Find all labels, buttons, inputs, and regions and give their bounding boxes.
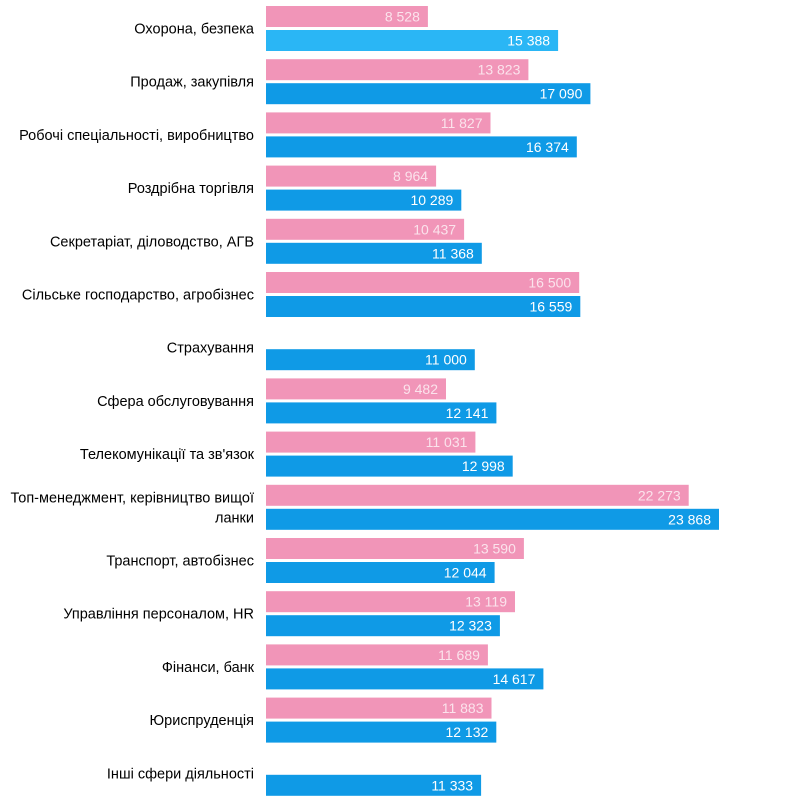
category-label: Робочі спеціальності, виробництво [19, 128, 254, 144]
category-label: Інші сфери діяльності [107, 766, 254, 782]
bar-series1 [266, 378, 446, 400]
bar-series1 [266, 218, 465, 240]
bar-series1 [266, 272, 580, 293]
bar-series1 [266, 644, 488, 666]
data-label-series1: 16 500 [528, 275, 571, 291]
bar-series2 [266, 562, 495, 583]
data-label-series1: 11 689 [438, 647, 480, 663]
data-label-series2: 17 090 [540, 86, 583, 102]
data-label-series2: 15 388 [507, 33, 550, 49]
category-label: Сільське господарство, агробізнес [22, 288, 254, 304]
bar-series2 [266, 721, 497, 743]
category-label: Роздрібна торгівля [128, 181, 254, 197]
bar-series1 [266, 484, 689, 506]
data-label-series2: 11 333 [431, 777, 473, 793]
bar-series1 [266, 112, 491, 134]
data-label-series2: 12 044 [444, 565, 487, 581]
bar-series1 [266, 538, 524, 559]
bar-series2 [266, 242, 482, 264]
data-label-series2: 11 368 [432, 245, 474, 261]
data-label-series2: 12 132 [445, 724, 488, 740]
bar-series2 [266, 774, 482, 796]
category-label: Телекомунікації та зв'язок [80, 447, 255, 463]
category-label: Охорона, безпека [134, 22, 255, 38]
bar-series2 [266, 668, 544, 690]
category-label: Фінанси, банк [162, 660, 255, 676]
bar-series1 [266, 59, 529, 81]
category-label: Юриспруденція [150, 713, 255, 729]
data-label-series2: 23 868 [668, 511, 711, 527]
bar-series1 [266, 431, 476, 453]
data-label-series1: 11 827 [441, 115, 483, 131]
bar-series2 [266, 402, 497, 424]
category-label: Продаж, закупівля [130, 75, 254, 91]
bar-series1 [266, 6, 428, 27]
data-label-series2: 12 141 [446, 405, 489, 421]
data-label-series1: 11 031 [426, 434, 468, 450]
bar-series2 [266, 349, 475, 371]
bar-series2 [266, 136, 577, 158]
data-label-series1: 8 964 [393, 168, 428, 184]
bar-series1 [266, 591, 515, 613]
data-label-series2: 11 000 [425, 352, 467, 368]
data-label-series1: 13 823 [478, 62, 521, 78]
bar-series1 [266, 165, 437, 187]
bar-series2 [266, 508, 719, 530]
data-label-series2: 14 617 [493, 671, 536, 687]
data-label-series2: 12 323 [449, 618, 492, 634]
data-label-series2: 16 559 [529, 299, 572, 315]
category-label: Страхування [167, 341, 254, 357]
data-label-series1: 11 883 [442, 700, 484, 716]
data-label-series1: 13 590 [473, 541, 516, 557]
category-label: Топ-менеджмент, керівництво вищої [11, 490, 254, 506]
bar-series2 [266, 83, 591, 105]
category-label: Сфера обслуговування [97, 394, 254, 410]
category-label: ланки [215, 510, 254, 526]
data-label-series2: 10 289 [410, 192, 453, 208]
bar-series2 [266, 30, 559, 51]
bar-series2 [266, 296, 581, 317]
bar-series1 [266, 697, 492, 719]
category-label: Управління персоналом, HR [63, 607, 254, 623]
data-label-series1: 22 273 [638, 487, 681, 503]
data-label-series1: 13 119 [465, 594, 507, 610]
data-label-series1: 10 437 [413, 221, 456, 237]
category-label: Секретаріат, діловодство, АГВ [50, 234, 254, 250]
data-label-series2: 12 998 [462, 458, 505, 474]
bar-series2 [266, 615, 500, 637]
data-label-series1: 8 528 [385, 9, 420, 25]
data-label-series1: 9 482 [403, 381, 438, 397]
data-label-series2: 16 374 [526, 139, 569, 155]
bar-series2 [266, 189, 462, 211]
bar-series2 [266, 455, 513, 477]
category-label: Транспорт, автобізнес [106, 554, 254, 570]
